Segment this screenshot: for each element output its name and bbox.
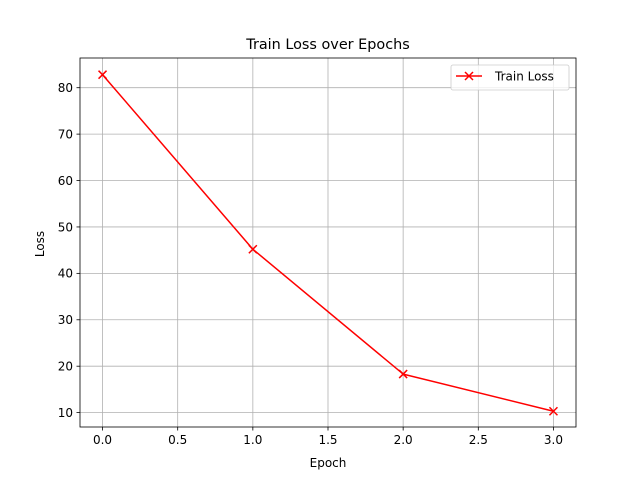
- y-tick-label: 10: [58, 406, 73, 420]
- x-tick-label: 1.5: [318, 433, 337, 447]
- y-tick-label: 30: [58, 313, 73, 327]
- legend-box: [450, 64, 570, 91]
- y-tick-label: 20: [58, 359, 73, 373]
- x-tick-label: 2.0: [394, 433, 413, 447]
- legend-label-train-loss: Train Loss: [494, 70, 554, 84]
- y-tick-label: 70: [58, 127, 73, 141]
- x-axis-ticks: 0.0 0.5 1.0 1.5 2.0 2.5 3.0: [93, 427, 563, 447]
- x-tick-label: 1.0: [243, 433, 262, 447]
- y-tick-label: 50: [58, 220, 73, 234]
- series-line: [101, 74, 554, 412]
- x-tick-label: 0.5: [168, 433, 187, 447]
- legend-marker-x-icon: [464, 71, 474, 81]
- data-point-marker: [398, 369, 408, 379]
- x-tick-label: 0.0: [93, 433, 112, 447]
- y-tick-label: 40: [58, 267, 73, 281]
- y-axis-label: Loss: [33, 231, 47, 257]
- data-point-marker: [98, 70, 108, 80]
- data-point-marker: [548, 406, 558, 416]
- grid: [80, 58, 576, 427]
- data-point-marker: [248, 244, 258, 254]
- series-layer: [98, 70, 558, 416]
- y-tick-label: 60: [58, 174, 73, 188]
- y-tick-label: 80: [58, 81, 73, 95]
- x-axis-label: Epoch: [310, 456, 347, 470]
- x-tick-label: 3.0: [544, 433, 563, 447]
- x-tick-label: 2.5: [469, 433, 488, 447]
- y-axis-ticks: 10 20 30 40 50 60 70 80: [58, 81, 80, 420]
- legend: Train Loss: [450, 64, 570, 91]
- chart-title: Train Loss over Epochs: [245, 37, 409, 53]
